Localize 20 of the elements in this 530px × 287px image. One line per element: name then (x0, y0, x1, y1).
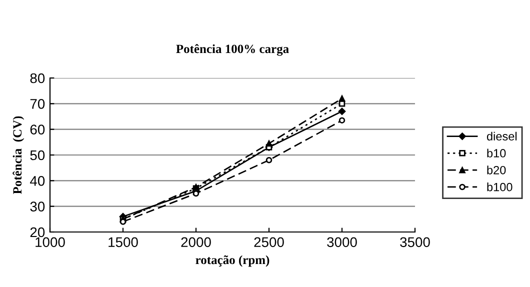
y-tick-label: 80 (30, 73, 45, 84)
x-tick-label: 2000 (181, 237, 211, 248)
x-tick-label: 1000 (36, 237, 65, 248)
chart-title: Potência 100% carga (176, 44, 289, 56)
y-tick-label: 60 (30, 124, 45, 135)
legend-label: diesel (486, 132, 517, 141)
y-tick-label: 40 (30, 176, 45, 186)
x-tick-label: 3500 (400, 237, 430, 248)
y-tick-label: 50 (30, 150, 45, 160)
y-tick-label: 20 (30, 227, 45, 238)
legend-label: b20 (487, 166, 506, 174)
y-tick-label: 30 (30, 202, 45, 212)
x-tick-label: 1500 (108, 237, 138, 248)
x-tick-label: 3000 (327, 237, 357, 248)
y-tick-label: 70 (30, 99, 45, 109)
x-axis-title: rotação (rpm) (196, 255, 270, 267)
legend-label: b100 (487, 182, 512, 192)
y-axis-title: Potência (CV) (12, 116, 24, 194)
x-tick-label: 2500 (254, 237, 284, 248)
legend-label: b10 (487, 148, 506, 158)
